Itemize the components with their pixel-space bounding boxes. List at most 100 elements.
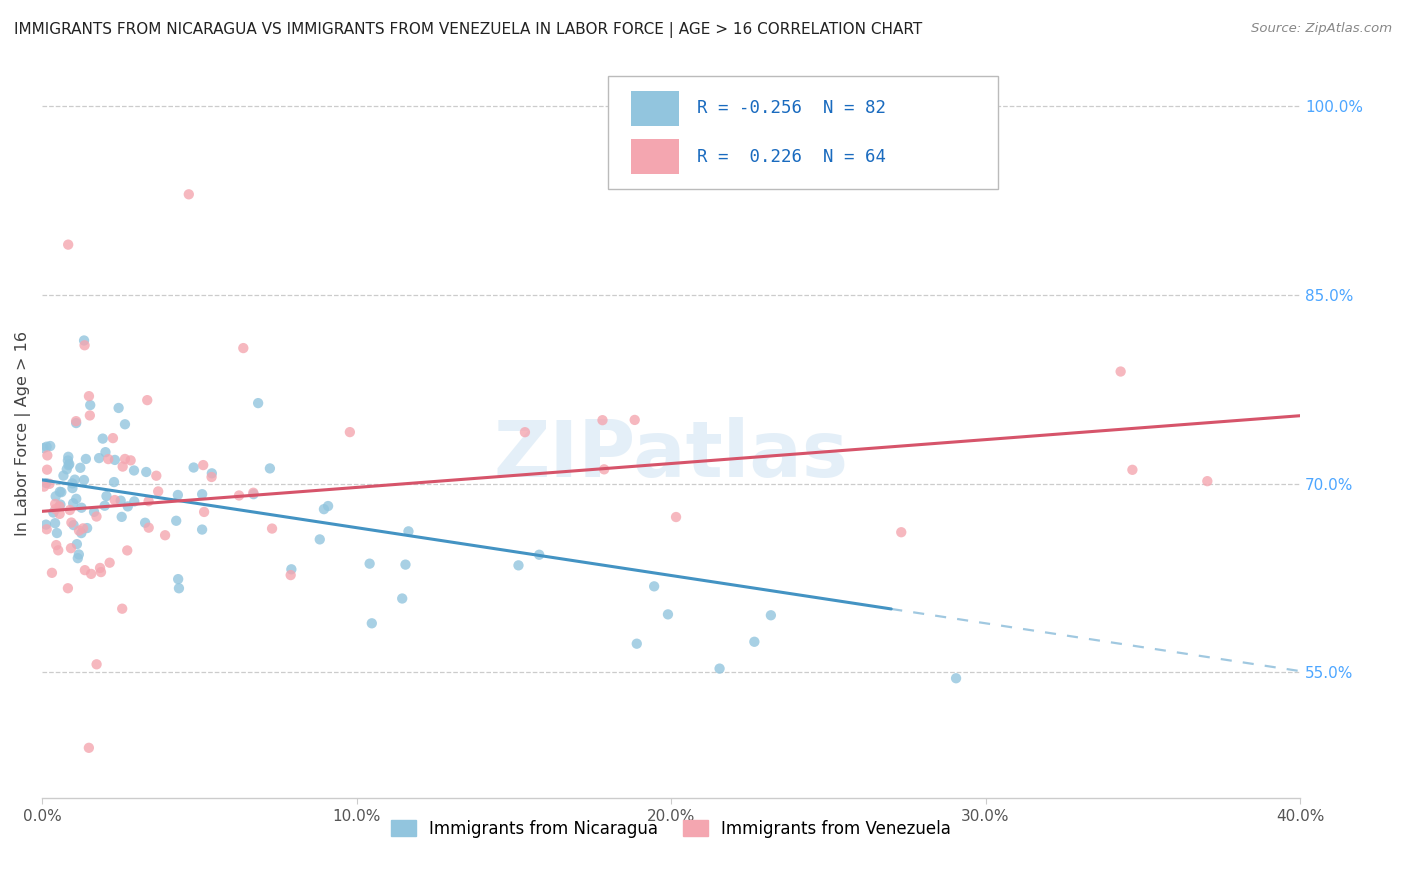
Point <box>339 425 361 439</box>
Point <box>73 473 96 487</box>
Point <box>200 470 222 484</box>
Text: Source: ZipAtlas.com: Source: ZipAtlas.com <box>1251 22 1392 36</box>
Bar <box>631 90 679 126</box>
Point <box>86 657 108 672</box>
Point <box>242 487 264 501</box>
Point <box>232 341 254 355</box>
Point <box>104 453 127 467</box>
Point <box>280 562 302 576</box>
Point <box>360 616 382 631</box>
Point <box>1121 463 1143 477</box>
Legend: Immigrants from Nicaragua, Immigrants from Venezuela: Immigrants from Nicaragua, Immigrants fr… <box>384 814 957 845</box>
Point <box>56 581 79 595</box>
Point <box>709 662 731 676</box>
Point <box>63 473 86 487</box>
Point <box>115 543 138 558</box>
Point <box>890 525 912 540</box>
Point <box>49 498 72 512</box>
Point <box>93 499 115 513</box>
Point <box>398 524 420 539</box>
Point <box>49 484 72 499</box>
Point <box>665 510 688 524</box>
Point <box>35 440 58 454</box>
Point <box>65 416 87 430</box>
Point <box>391 591 413 606</box>
Point <box>312 502 335 516</box>
Point <box>66 551 89 566</box>
Point <box>44 516 66 531</box>
Point <box>513 425 536 440</box>
Point <box>70 500 93 515</box>
Point <box>62 496 84 510</box>
Point <box>39 439 62 453</box>
FancyBboxPatch shape <box>609 76 998 189</box>
Y-axis label: In Labor Force | Age > 16: In Labor Force | Age > 16 <box>15 331 31 536</box>
Point <box>37 449 59 463</box>
Point <box>41 566 63 580</box>
Point <box>242 485 264 500</box>
Point <box>52 468 75 483</box>
Point <box>70 526 93 541</box>
Point <box>148 484 170 499</box>
Point <box>58 458 80 472</box>
Point <box>35 517 58 532</box>
Point <box>48 507 70 521</box>
Point <box>77 389 100 403</box>
Point <box>73 338 96 352</box>
Point <box>42 506 65 520</box>
Point <box>58 450 80 464</box>
Point <box>122 463 145 477</box>
Point <box>60 476 83 491</box>
Point <box>167 581 190 595</box>
Point <box>103 475 125 489</box>
Point <box>260 522 283 536</box>
Point <box>32 441 55 455</box>
Point <box>138 521 160 535</box>
Point <box>592 413 614 427</box>
Point <box>59 541 82 556</box>
Point <box>643 579 665 593</box>
Point <box>98 556 121 570</box>
Point <box>48 500 70 514</box>
Point <box>44 497 66 511</box>
Point <box>134 516 156 530</box>
Point <box>201 467 224 481</box>
Text: IMMIGRANTS FROM NICARAGUA VS IMMIGRANTS FROM VENEZUELA IN LABOR FORCE | AGE > 16: IMMIGRANTS FROM NICARAGUA VS IMMIGRANTS … <box>14 22 922 38</box>
Point <box>759 608 782 623</box>
Point <box>177 187 200 202</box>
Point <box>32 480 55 494</box>
Point <box>191 487 214 501</box>
Point <box>280 568 302 582</box>
Point <box>45 489 67 503</box>
Point <box>72 521 94 535</box>
Point <box>308 533 330 547</box>
Point <box>62 481 84 495</box>
Point <box>167 572 190 586</box>
Point <box>67 524 90 538</box>
Point <box>67 548 90 562</box>
Point <box>145 468 167 483</box>
Point <box>259 461 281 475</box>
Point <box>59 503 82 517</box>
Point <box>165 514 187 528</box>
Point <box>73 334 96 348</box>
Point <box>193 505 215 519</box>
Point <box>76 521 98 535</box>
Point <box>623 413 645 427</box>
Point <box>167 488 190 502</box>
Point <box>657 607 679 622</box>
Point <box>79 409 101 423</box>
Point <box>120 453 142 467</box>
Point <box>56 237 79 252</box>
Point <box>51 485 73 500</box>
Point <box>45 526 67 541</box>
Point <box>110 493 132 508</box>
Text: R =  0.226  N = 64: R = 0.226 N = 64 <box>697 148 886 166</box>
Point <box>56 453 79 467</box>
Point <box>89 561 111 575</box>
Point <box>114 417 136 432</box>
Point <box>114 452 136 467</box>
Point <box>91 432 114 446</box>
Point <box>35 463 58 477</box>
Point <box>45 538 67 552</box>
